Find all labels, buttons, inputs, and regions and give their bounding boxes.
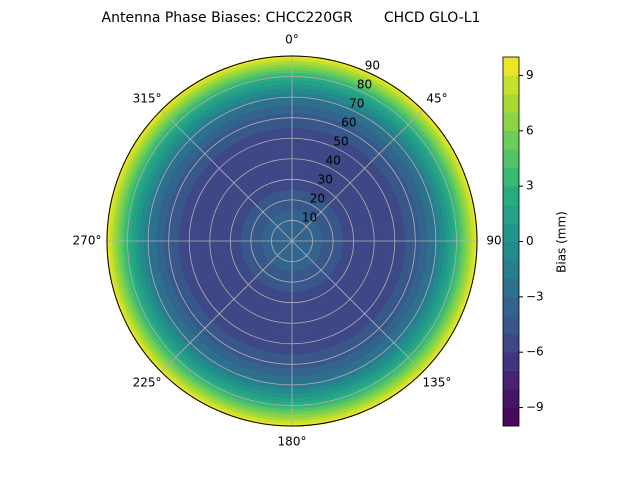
colorbar-tick-label: 3: [526, 179, 534, 193]
colorbar-tick-label: −3: [526, 289, 544, 303]
colorbar-label: Bias (mm): [555, 211, 569, 273]
theta-tick-label: 225°: [133, 376, 162, 390]
grid-spoke: [291, 240, 424, 373]
r-tick-label: 70: [349, 97, 364, 111]
colorbar-band: [503, 167, 519, 187]
colorbar-tick-label: 6: [526, 123, 534, 137]
r-tick-label: 30: [318, 173, 333, 187]
theta-tick-label: 90°: [486, 234, 507, 248]
r-tick-label: 20: [310, 192, 325, 206]
r-tick-label: 90: [365, 59, 380, 73]
colorbar-band: [503, 57, 519, 76]
grid-spoke: [160, 109, 293, 242]
r-tick-label: 50: [333, 135, 348, 149]
theta-tick-label: 315°: [133, 91, 162, 105]
r-tick-label: 60: [341, 116, 356, 130]
colorbar-band: [503, 278, 519, 298]
colorbar-tick-label: −6: [526, 345, 544, 359]
colorbar-band: [503, 352, 519, 371]
colorbar-band: [503, 370, 519, 390]
colorbar-band: [503, 75, 519, 95]
polar-frame: [106, 55, 478, 427]
r-tick-label: 80: [357, 78, 372, 92]
r-tick-label: 10: [302, 211, 317, 225]
chart-title: Antenna Phase Biases: CHCC220GR CHCD GLO…: [102, 10, 481, 26]
colorbar-band: [503, 93, 519, 113]
colorbar-tick-label: 0: [526, 234, 534, 248]
grid-spoke: [291, 109, 424, 242]
colorbar-tick-label: 9: [526, 68, 534, 82]
theta-tick-label: 45°: [426, 91, 447, 105]
colorbar-band: [503, 389, 519, 408]
theta-tick-label: 270°: [73, 234, 102, 248]
theta-tick-label: 0°: [285, 33, 299, 47]
colorbar-band: [503, 186, 519, 205]
colorbar-tick-label: −9: [526, 400, 544, 414]
colorbar-band: [503, 407, 519, 427]
colorbar-band: [503, 259, 519, 279]
colorbar-band: [503, 296, 519, 316]
grid-spoke: [160, 240, 293, 373]
colorbar-band: [503, 149, 519, 168]
colorbar-band: [503, 223, 519, 242]
colorbar-band: [503, 130, 519, 150]
theta-tick-label: 135°: [423, 376, 452, 390]
colorbar-band: [503, 315, 519, 335]
colorbar-band: [503, 241, 519, 261]
colorbar-band: [503, 333, 519, 353]
colorbar-band: [503, 204, 519, 224]
r-tick-label: 40: [325, 154, 340, 168]
theta-tick-label: 180°: [278, 435, 307, 449]
colorbar-band: [503, 112, 519, 132]
